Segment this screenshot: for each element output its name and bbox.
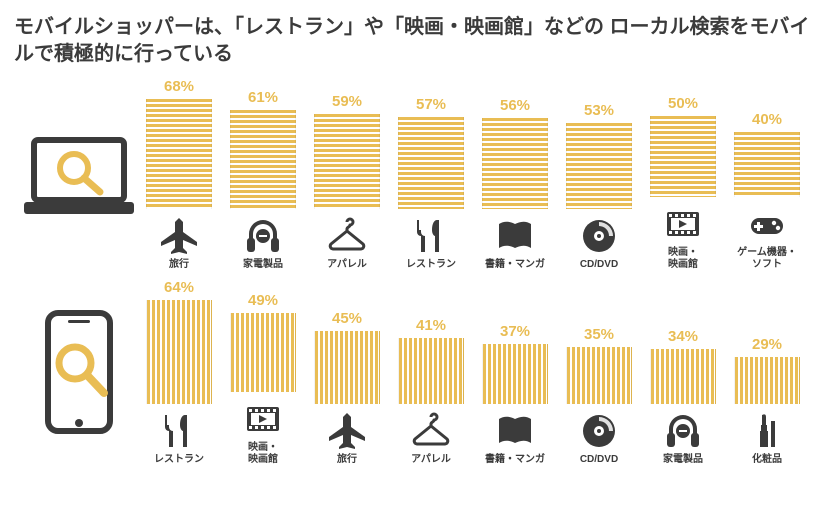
category-label: 旅行 <box>337 454 357 466</box>
chart-row-laptop: 68% 旅行 61% 家電製品 59% アパレル 57% レストラン 56% 書籍・マンガ 53% C… <box>14 78 812 271</box>
bar <box>734 357 800 404</box>
bars-group: 68% 旅行 61% 家電製品 59% アパレル 57% レストラン 56% 書籍・マンガ 53% C… <box>144 78 812 271</box>
bar <box>314 331 380 404</box>
category-label: 旅行 <box>169 259 189 271</box>
bar <box>566 123 632 209</box>
bar <box>566 347 632 404</box>
bar-value-label: 37% <box>500 323 530 340</box>
bar <box>482 118 548 209</box>
category-label: CD/DVD <box>580 454 618 466</box>
category-label: レストラン <box>406 259 456 271</box>
bar <box>398 117 464 209</box>
bar-value-label: 50% <box>668 95 698 112</box>
bar <box>146 99 212 209</box>
book-icon <box>495 410 535 452</box>
bar <box>734 132 800 197</box>
chart-row-smartphone: 64%レストラン49%映画・ 映画館45%旅行41%アパレル37%書籍・マンガ3… <box>14 279 812 466</box>
category-label: レストラン <box>154 454 204 466</box>
bar-value-label: 61% <box>248 89 278 106</box>
category-label: 家電製品 <box>663 454 703 466</box>
bar-value-label: 35% <box>584 326 614 343</box>
bar-value-label: 41% <box>416 317 446 334</box>
bar-item: 29% 化粧品 <box>732 336 802 466</box>
page-title: モバイルショッパーは、「レストラン」や「映画・映画館」などの ローカル検索をモバ… <box>14 14 812 68</box>
bar-value-label: 57% <box>416 96 446 113</box>
category-label: ゲーム機器・ ソフト <box>737 247 797 271</box>
bar-item: 35% CD/DVD <box>564 326 634 466</box>
lipstick-icon <box>747 410 787 452</box>
headphones-icon <box>243 215 283 257</box>
laptop-icon <box>14 132 144 218</box>
film-icon <box>243 398 283 440</box>
smartphone-icon <box>14 309 144 437</box>
bar <box>650 116 716 197</box>
category-label: 書籍・マンガ <box>485 259 545 271</box>
bar-item: 34% 家電製品 <box>648 328 718 466</box>
bar-value-label: 45% <box>332 310 362 327</box>
category-label: アパレル <box>411 454 451 466</box>
cutlery-icon <box>159 410 199 452</box>
bar <box>314 114 380 209</box>
bar-item: 57% レストラン <box>396 96 466 271</box>
hanger-icon <box>327 215 367 257</box>
bar-item: 40% ゲーム機器・ ソフト <box>732 111 802 271</box>
airplane-icon <box>327 410 367 452</box>
bar <box>398 338 464 404</box>
bar-item: 49% 映画・ 映画館 <box>228 292 298 466</box>
bars-group: 64%レストラン49%映画・ 映画館45%旅行41%アパレル37%書籍・マンガ3… <box>144 279 812 466</box>
category-label: アパレル <box>327 259 367 271</box>
bar <box>230 313 296 392</box>
bar <box>482 344 548 404</box>
bar-item: 53% CD/DVD <box>564 102 634 271</box>
category-label: 家電製品 <box>243 259 283 271</box>
bar-value-label: 29% <box>752 336 782 353</box>
cutlery-icon <box>411 215 451 257</box>
bar-item: 45% 旅行 <box>312 310 382 466</box>
disc-icon <box>579 410 619 452</box>
bar-item: 68% 旅行 <box>144 78 214 271</box>
bar-value-label: 59% <box>332 93 362 110</box>
bar-item: 37% 書籍・マンガ <box>480 323 550 466</box>
category-label: CD/DVD <box>580 259 618 271</box>
bar-value-label: 56% <box>500 97 530 114</box>
bar-item: 56% 書籍・マンガ <box>480 97 550 271</box>
disc-icon <box>579 215 619 257</box>
bar-value-label: 53% <box>584 102 614 119</box>
hanger-icon <box>411 410 451 452</box>
category-label: 化粧品 <box>752 454 782 466</box>
bar-item: 50% 映画・ 映画館 <box>648 95 718 271</box>
category-label: 映画・ 映画館 <box>248 442 278 466</box>
bar-value-label: 64% <box>164 279 194 296</box>
airplane-icon <box>159 215 199 257</box>
film-icon <box>663 203 703 245</box>
bar <box>650 349 716 404</box>
bar-item: 61% 家電製品 <box>228 89 298 271</box>
bar <box>230 110 296 209</box>
gamepad-icon <box>747 203 787 245</box>
bar-value-label: 40% <box>752 111 782 128</box>
book-icon <box>495 215 535 257</box>
bar-item: 59% アパレル <box>312 93 382 271</box>
bar-value-label: 49% <box>248 292 278 309</box>
category-label: 映画・ 映画館 <box>668 247 698 271</box>
bar <box>146 300 212 404</box>
bar-item: 41% アパレル <box>396 317 466 466</box>
bar-item: 64% レストラン <box>144 279 214 466</box>
category-label: 書籍・マンガ <box>485 454 545 466</box>
bar-value-label: 34% <box>668 328 698 345</box>
headphones-icon <box>663 410 703 452</box>
bar-value-label: 68% <box>164 78 194 95</box>
